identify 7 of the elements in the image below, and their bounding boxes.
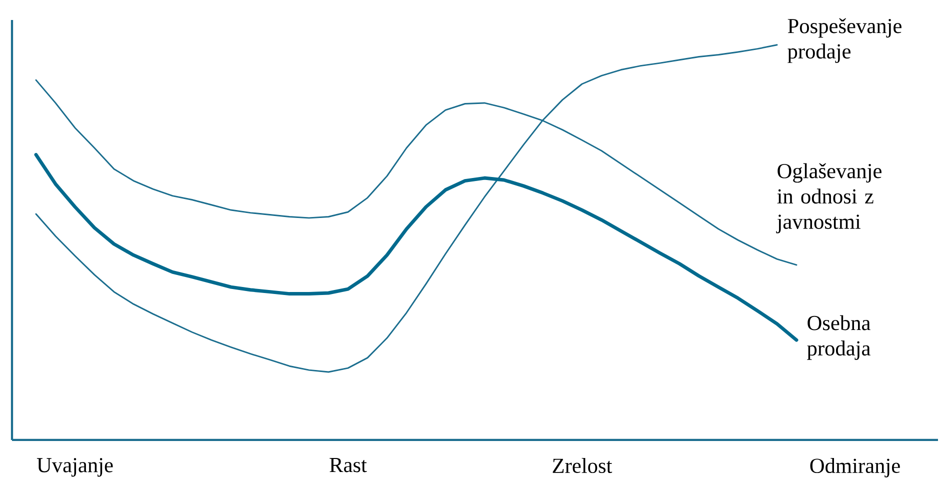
series-label: Pospeševanje prodaje [788, 18, 902, 63]
series-label: Oglaševanje in odnosi z javnostmi [776, 163, 882, 234]
x-tick-label: Zrelost [552, 458, 612, 474]
series-label: Osebna prodaja [807, 315, 870, 360]
x-tick-label: Uvajanje [36, 458, 113, 477]
x-tick-label: Rast [330, 458, 367, 472]
x-tick-label: Odmiranje [810, 458, 900, 478]
